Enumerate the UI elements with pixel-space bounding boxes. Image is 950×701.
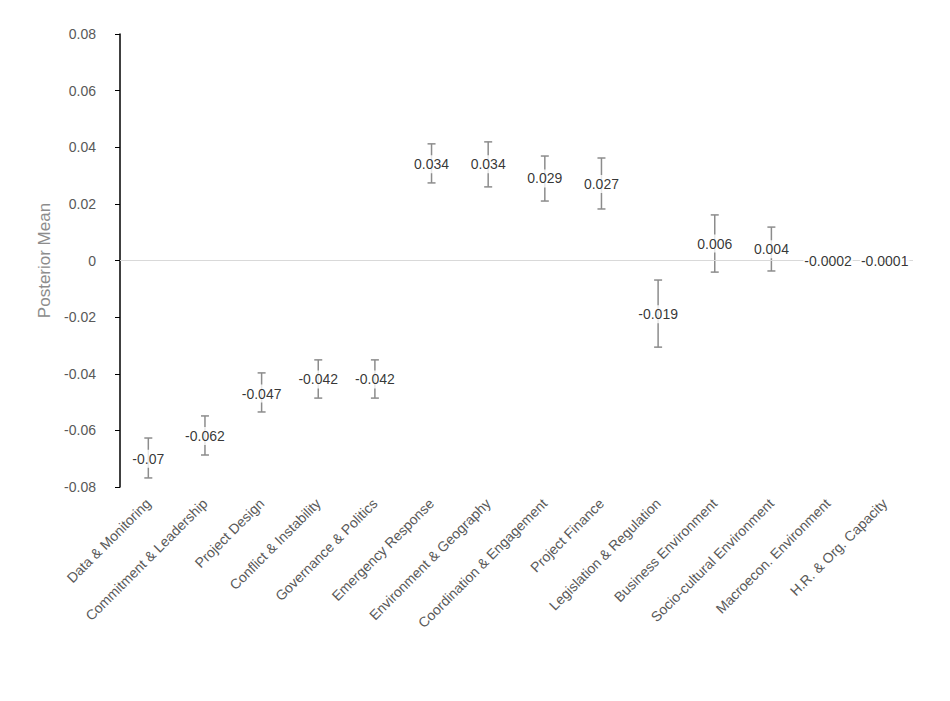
svg-text:-0.0001: -0.0001 bbox=[861, 253, 909, 269]
svg-text:-0.047: -0.047 bbox=[242, 386, 282, 402]
svg-text:Posterior Mean: Posterior Mean bbox=[35, 203, 54, 318]
svg-text:0.006: 0.006 bbox=[697, 236, 732, 252]
svg-text:-0.06: -0.06 bbox=[64, 422, 96, 438]
svg-text:-0.042: -0.042 bbox=[355, 371, 395, 387]
svg-text:0.034: 0.034 bbox=[414, 156, 449, 172]
svg-text:-0.062: -0.062 bbox=[185, 428, 225, 444]
svg-text:Conflict & Instability: Conflict & Instability bbox=[226, 495, 324, 593]
svg-text:Commitment & Leadership: Commitment & Leadership bbox=[82, 495, 211, 624]
svg-text:0.034: 0.034 bbox=[471, 156, 506, 172]
svg-text:0: 0 bbox=[88, 253, 96, 269]
svg-text:-0.02: -0.02 bbox=[64, 309, 96, 325]
svg-text:0.08: 0.08 bbox=[69, 26, 96, 42]
svg-text:-0.019: -0.019 bbox=[638, 306, 678, 322]
svg-text:Governance & Politics: Governance & Politics bbox=[272, 495, 381, 604]
svg-text:Environment & Geography: Environment & Geography bbox=[366, 495, 494, 624]
svg-text:0.06: 0.06 bbox=[69, 83, 96, 99]
svg-text:Legislation & Regulation: Legislation & Regulation bbox=[546, 495, 664, 613]
svg-text:-0.08: -0.08 bbox=[64, 479, 96, 495]
svg-text:0.02: 0.02 bbox=[69, 196, 96, 212]
svg-text:Socio-cultural Environment: Socio-cultural Environment bbox=[647, 495, 777, 625]
svg-text:0.027: 0.027 bbox=[584, 176, 619, 192]
svg-text:H.R. & Org. Capacity: H.R. & Org. Capacity bbox=[787, 495, 891, 599]
svg-text:0.004: 0.004 bbox=[754, 241, 789, 257]
svg-text:-0.07: -0.07 bbox=[132, 451, 164, 467]
svg-text:0.029: 0.029 bbox=[527, 170, 562, 186]
svg-text:Project Design: Project Design bbox=[191, 495, 268, 571]
svg-text:Macroecon. Environment: Macroecon. Environment bbox=[712, 495, 833, 616]
svg-text:0.04: 0.04 bbox=[69, 139, 96, 155]
svg-text:Coordination & Engagement: Coordination & Engagement bbox=[414, 495, 551, 631]
svg-text:Project Finance: Project Finance bbox=[527, 495, 608, 576]
svg-text:Emergency Response: Emergency Response bbox=[329, 495, 438, 604]
svg-text:-0.042: -0.042 bbox=[298, 371, 338, 387]
svg-text:Data & Monitoring: Data & Monitoring bbox=[63, 495, 154, 586]
svg-text:-0.04: -0.04 bbox=[64, 366, 96, 382]
svg-text:-0.0002: -0.0002 bbox=[804, 253, 852, 269]
svg-text:Business Environment: Business Environment bbox=[611, 495, 721, 605]
